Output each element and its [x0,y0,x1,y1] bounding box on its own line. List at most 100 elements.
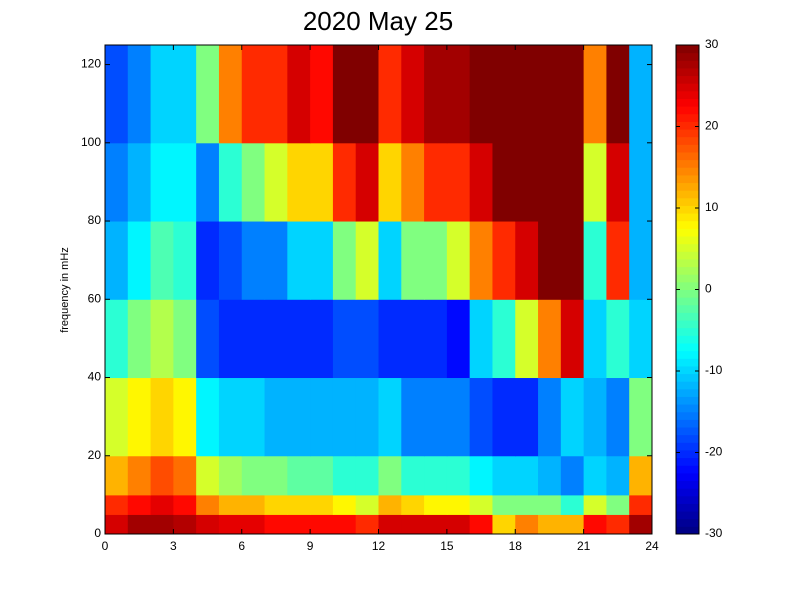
heatmap-cell [446,142,471,222]
heatmap-cell [173,377,197,457]
colorbar-swatch [676,526,699,535]
y-axis-label: frequency in mHz [59,247,71,333]
heatmap-cell [560,455,585,496]
colorbar-tick-label: 30 [705,37,719,51]
heatmap-cell [515,221,539,300]
heatmap-cell [105,455,129,496]
heatmap-cell [583,514,607,535]
heatmap-cell [538,494,562,515]
heatmap-cell [424,494,448,515]
colorbar-swatch [676,129,699,138]
heatmap-cell [264,142,288,222]
colorbar-swatch [676,472,699,482]
colorbar-tick-label: -20 [705,445,723,459]
heatmap-cell [150,221,174,300]
heatmap-cell [264,221,288,300]
heatmap-cell [446,494,471,515]
colorbar-swatch [676,404,699,413]
heatmap-cell [515,494,539,515]
heatmap-cell [629,142,653,222]
heatmap-cell [332,494,357,515]
colorbar-swatch [676,335,699,344]
heatmap-cell [150,299,174,379]
heatmap-cell [196,494,220,515]
colorbar-swatch [676,419,699,428]
colorbar-swatch [676,121,699,130]
heatmap-cell [355,377,379,457]
heatmap-cell [538,377,562,457]
heatmap-cell [105,299,129,379]
heatmap-cell [310,455,334,496]
heatmap-cell [560,142,585,222]
colorbar-swatch [676,52,699,61]
heatmap-cell [378,45,402,144]
heatmap-cell [538,142,562,222]
y-tick-label: 60 [88,291,102,305]
heatmap-cell [606,142,630,222]
heatmap-cell [241,455,266,496]
colorbar-swatch [676,136,699,145]
colorbar-swatch [676,503,699,512]
heatmap-cell [196,299,220,379]
heatmap-cell [150,494,174,515]
heatmap-cell [218,221,243,300]
heatmap-cell [310,221,334,300]
heatmap-cell [424,299,448,379]
colorbar-swatch [676,373,699,382]
heatmap-cell [492,45,516,144]
colorbar-swatch [676,465,699,474]
heatmap-cell [264,377,288,457]
colorbar-swatch [676,83,699,92]
heatmap-cell [150,377,174,457]
heatmap-cell [538,221,562,300]
colorbar-swatch [676,289,699,298]
heatmap-cell [287,221,311,300]
colorbar-swatch [676,266,699,275]
colorbar-swatch [676,174,699,184]
colorbar-swatch [676,60,699,69]
heatmap-cell [446,377,471,457]
heatmap-cell [560,377,585,457]
colorbar-swatch [676,236,699,245]
heatmap-cell [401,142,425,222]
heatmap-cell [241,45,266,144]
y-tick-label: 40 [88,370,102,384]
colorbar-swatch [676,167,699,176]
heatmap-cell [560,299,585,379]
colorbar-tick-label: -30 [705,526,723,540]
heatmap-cell [446,514,471,535]
colorbar-swatch [676,488,699,497]
heatmap-cell [287,514,311,535]
x-tick-label: 21 [577,539,591,553]
heatmap-cell [378,455,402,496]
y-tick-label: 120 [81,57,101,71]
x-tick-label: 24 [645,539,659,553]
colorbar-swatch [676,312,699,321]
heatmap-cell [355,455,379,496]
heatmap-cell [401,377,425,457]
heatmap-cell [241,221,266,300]
heatmap-cell [127,494,152,515]
heatmap-cell [173,455,197,496]
colorbar-swatch [676,480,699,489]
heatmap-cell [310,494,334,515]
colorbar-swatch [676,45,699,54]
heatmap-cell [105,494,129,515]
heatmap-cell [492,142,516,222]
heatmap-cell [469,221,493,300]
heatmap-cell [196,514,220,535]
colorbar-swatch [676,495,699,504]
heatmap-cell [218,494,243,515]
colorbar-swatch [676,434,699,443]
heatmap-cell [173,142,197,222]
heatmap-cell [629,455,653,496]
heatmap-cell [264,455,288,496]
colorbar-swatch [676,159,699,168]
heatmap-cell [538,45,562,144]
colorbar-tick-label: 20 [705,119,719,133]
heatmap-cell [127,377,152,457]
x-tick-label: 18 [509,539,523,553]
heatmap-cell [515,377,539,457]
heatmap-cell [469,299,493,379]
colorbar-swatch [676,396,699,405]
